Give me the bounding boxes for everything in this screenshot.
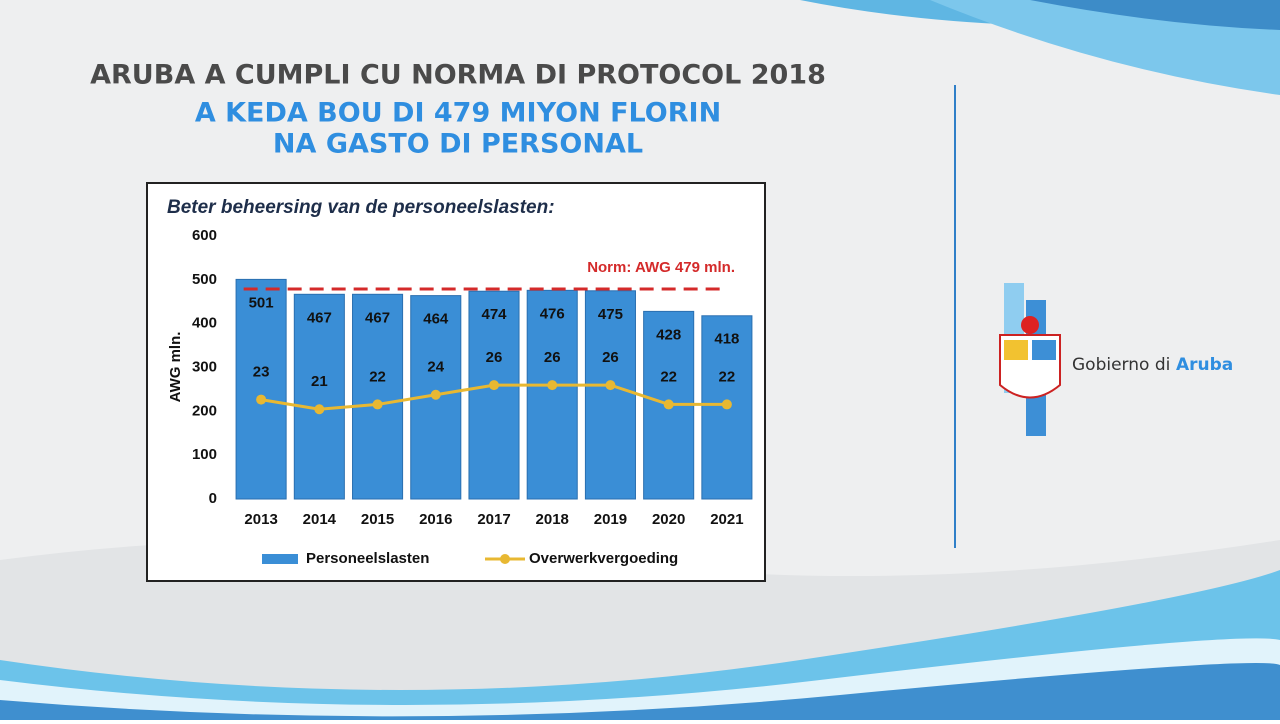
y-axis-label: AWG mln. [167,332,184,403]
line-marker [372,399,383,410]
slide-subtitle: NA GASTO DI PERSONAL [273,129,643,160]
line-marker [663,399,674,410]
data-label: 467 [307,309,332,326]
y-tick-label: 0 [209,490,217,507]
data-label: 428 [656,326,681,343]
slide-subtitle: A KEDA BOU DI 479 MIYON FLORIN [195,98,721,129]
data-label: 475 [598,306,623,323]
data-label: 474 [481,306,507,323]
x-tick-label: 2015 [361,511,394,528]
logo-text: Aruba [1176,355,1233,375]
bar [293,293,345,500]
bar [352,293,404,500]
data-label: 476 [540,305,565,322]
legend-label: Personeelslasten [306,550,429,567]
data-label: 23 [253,364,270,381]
data-label: 26 [486,349,503,366]
slide-title: ARUBA A CUMPLI CU NORMA DI PROTOCOL 2018 [90,60,826,91]
x-tick-label: 2021 [710,511,743,528]
x-tick-label: 2014 [303,511,337,528]
y-tick-label: 600 [192,227,217,244]
data-label: 22 [369,368,386,385]
line-marker [314,404,325,415]
data-label: 21 [311,373,328,390]
bar [526,289,578,500]
bar [584,290,636,500]
logo-crest [1021,316,1039,334]
data-label: 26 [544,349,561,366]
data-label: 467 [365,309,390,326]
data-label: 501 [249,294,274,311]
x-tick-label: 2020 [652,511,685,528]
wave-top [1030,0,1280,30]
wave-bottom [0,663,1280,720]
x-tick-label: 2013 [244,511,277,528]
data-label: 464 [423,311,449,328]
legend-label: Overwerkvergoeding [529,550,678,567]
data-label: 22 [719,368,736,385]
y-tick-label: 100 [192,446,217,463]
data-label: 24 [427,359,444,376]
y-tick-label: 400 [192,315,217,332]
x-tick-label: 2019 [594,511,627,528]
logo-text: Gobierno di [1072,355,1170,375]
data-label: 22 [660,368,677,385]
data-label: 26 [602,349,619,366]
x-tick-label: 2016 [419,511,452,528]
logo-shield [1004,340,1028,360]
line-marker [547,380,558,391]
x-tick-label: 2017 [477,511,510,528]
logo: Gobierno di Aruba [999,283,1233,436]
reference-label: Norm: AWG 479 mln. [587,259,735,276]
line-marker [430,389,441,400]
line-marker [489,380,499,391]
chart-title: Beter beheersing van de personeelslasten… [167,197,555,218]
y-tick-label: 200 [192,402,217,419]
bar [468,290,520,500]
x-tick-label: 2018 [536,511,569,528]
legend-swatch [262,554,298,564]
legend-swatch [500,554,510,564]
y-tick-label: 300 [192,358,217,375]
logo-shield [1032,340,1056,360]
data-label: 418 [714,331,739,348]
y-tick-label: 500 [192,271,217,288]
line-marker [605,380,616,391]
line-marker [256,394,267,405]
bar [235,278,287,500]
line-marker [721,399,732,410]
